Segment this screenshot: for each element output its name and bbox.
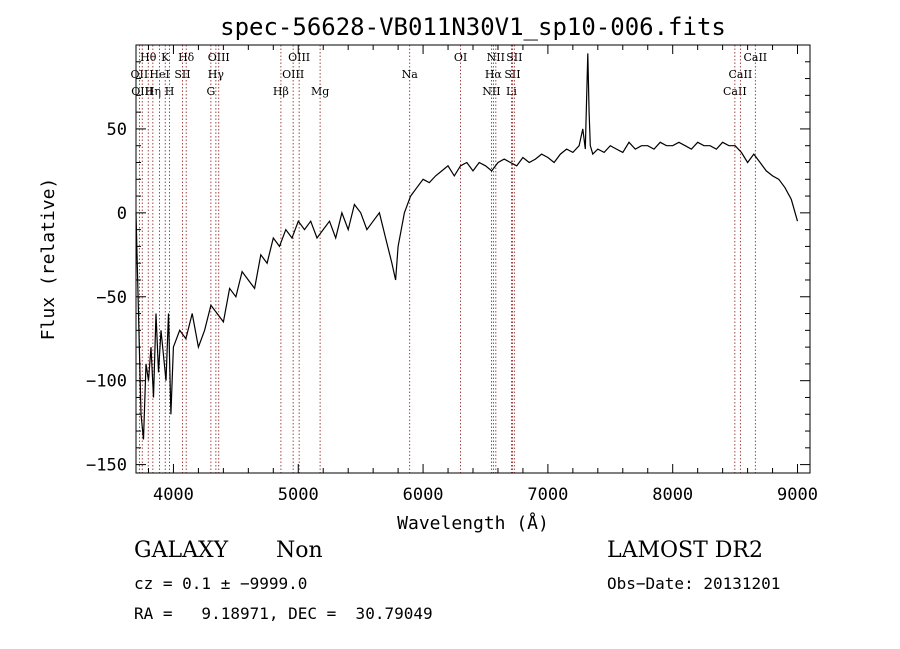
x-tick-label-2: 6000 [403, 485, 444, 505]
line-label-8: Hδ [178, 51, 195, 64]
line-label-6: H [165, 85, 175, 98]
obs-date: Obs−Date: 20131201 [607, 574, 781, 593]
plot-frame [135, 44, 811, 474]
line-label-26: CaII [743, 51, 767, 64]
line-label-13: OIII [282, 68, 304, 81]
line-label-10: Hγ [208, 68, 225, 81]
object-subclass: Non [276, 538, 323, 563]
line-label-21: Li [506, 85, 517, 98]
coordinates: RA = 9.18971, DEC = 30.79049 [134, 604, 433, 623]
line-label-25: CaII [729, 68, 753, 81]
chart-title: spec-56628-VB011N30V1_sp10-006.fits [220, 13, 726, 41]
x-tick-label-3: 7000 [527, 485, 568, 505]
line-label-23: SII [506, 51, 522, 64]
spectrum-series [135, 53, 799, 440]
y-tick-label-0: −150 [86, 456, 127, 476]
y-tick-label-2: −50 [96, 288, 127, 308]
y-axis-label: Flux (relative) [38, 178, 59, 341]
object-class: GALAXY [134, 538, 229, 563]
line-label-3: Hη [145, 85, 161, 98]
x-tick-label-0: 4000 [153, 485, 194, 505]
line-label-7: SII [174, 68, 190, 81]
line-label-1: OIII [131, 85, 153, 98]
line-label-14: OIII [288, 51, 310, 64]
line-label-9: G [206, 85, 215, 98]
line-label-19: Hα [485, 68, 503, 81]
axes: 4000 5000 6000 7000 8000 9000 −150 −100 −50 0 50 [86, 45, 818, 505]
redshift-cz: cz = 0.1 ± −9999.0 [134, 574, 308, 593]
y-tick-label-4: 50 [107, 120, 127, 140]
y-tick-label-1: −100 [86, 372, 127, 392]
line-label-12: Hβ [273, 85, 289, 98]
line-label-15: Mg [311, 85, 329, 98]
line-markers: OII OIII Hθ Hη HeI K H SII Hδ G Hγ OIII Hβ OIII OIII Mg… [131, 45, 767, 473]
line-label-2: Hθ [140, 51, 157, 64]
survey-name: LAMOST DR2 [607, 538, 763, 563]
line-label-24: CaII [723, 85, 747, 98]
x-tick-label-4: 8000 [652, 485, 693, 505]
x-tick-label-1: 5000 [278, 485, 319, 505]
x-tick-label-5: 9000 [777, 485, 818, 505]
line-label-0: OII [131, 68, 149, 81]
line-label-22: SII [504, 68, 520, 81]
line-label-11: OIII [208, 51, 230, 64]
line-label-16: Na [402, 68, 419, 81]
y-tick-label-3: 0 [117, 204, 127, 224]
line-label-5: K [161, 51, 170, 64]
line-label-4: HeI [149, 68, 169, 81]
line-label-20: NII [487, 51, 505, 64]
x-axis-label: Wavelength (Å) [397, 512, 549, 534]
line-label-18: NII [482, 85, 500, 98]
line-label-17: OI [454, 51, 467, 64]
